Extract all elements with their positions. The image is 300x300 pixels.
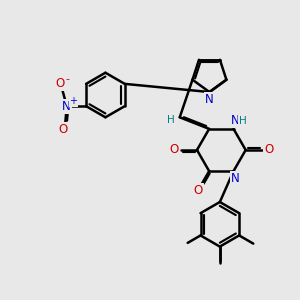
Text: O: O: [169, 143, 179, 156]
Text: N: N: [231, 172, 239, 185]
Text: O: O: [264, 143, 273, 156]
Text: O: O: [55, 77, 64, 90]
Text: N: N: [231, 114, 239, 127]
Text: O: O: [58, 122, 68, 136]
Text: O: O: [194, 184, 203, 197]
Text: +: +: [69, 96, 77, 106]
Text: H: H: [239, 116, 247, 126]
Text: -: -: [66, 74, 70, 84]
Text: N: N: [62, 100, 70, 113]
Text: N: N: [205, 93, 213, 106]
Text: H: H: [167, 115, 175, 125]
